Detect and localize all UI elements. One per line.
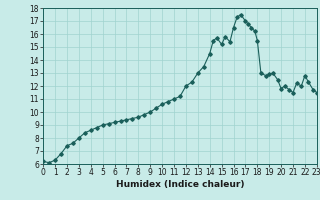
X-axis label: Humidex (Indice chaleur): Humidex (Indice chaleur) xyxy=(116,180,244,189)
